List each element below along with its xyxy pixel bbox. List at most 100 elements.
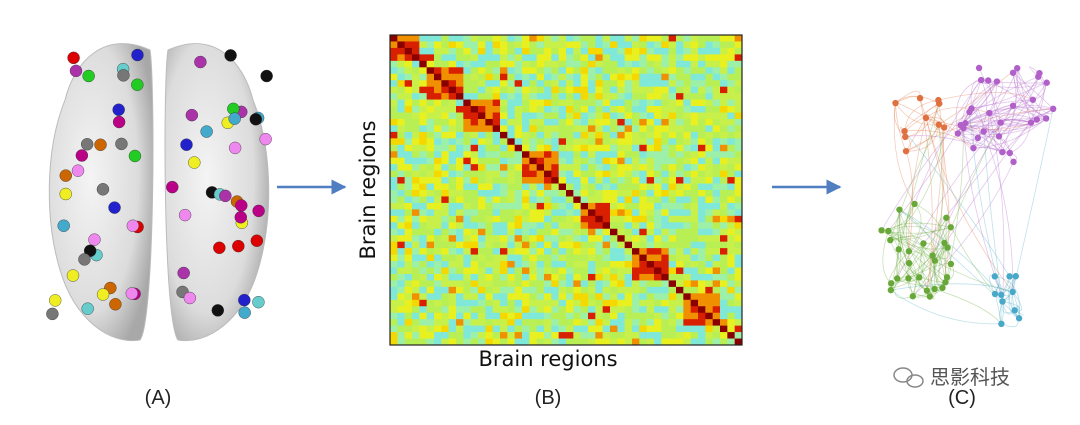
matrix-cell <box>419 254 427 262</box>
matrix-cell <box>610 222 618 230</box>
matrix-cell <box>690 35 699 42</box>
matrix-cell <box>536 86 545 94</box>
matrix-cell <box>617 196 625 204</box>
matrix-cell <box>727 338 735 346</box>
matrix-cell <box>448 319 457 326</box>
matrix-cell <box>639 267 647 275</box>
matrix-cell <box>661 222 669 230</box>
matrix-cell <box>668 273 677 281</box>
matrix-cell <box>661 106 669 113</box>
matrix-cell <box>419 86 427 94</box>
matrix-cell <box>514 228 523 236</box>
matrix-cell <box>595 235 603 242</box>
matrix-cell <box>580 67 589 75</box>
matrix-cell <box>698 202 706 210</box>
matrix-cell <box>463 177 471 184</box>
network-edge <box>881 81 998 231</box>
matrix-cell <box>404 138 413 146</box>
matrix-cell <box>522 267 530 275</box>
network-edge <box>934 288 1002 325</box>
network-node <box>878 227 885 234</box>
matrix-cell <box>485 86 493 94</box>
matrix-cell <box>690 293 699 301</box>
matrix-cell <box>514 73 523 81</box>
matrix-cell <box>448 99 457 107</box>
matrix-cell <box>390 170 398 178</box>
matrix-cell <box>676 131 684 139</box>
matrix-cell <box>566 280 574 288</box>
matrix-cell <box>478 60 486 68</box>
matrix-cell <box>529 86 537 94</box>
matrix-cell <box>595 112 603 120</box>
matrix-cell <box>580 131 589 139</box>
matrix-cell <box>617 261 625 268</box>
matrix-cell <box>734 47 743 55</box>
matrix-cell <box>610 261 618 268</box>
matrix-cell <box>661 228 669 236</box>
matrix-cell <box>690 183 699 191</box>
matrix-cell <box>573 306 581 314</box>
matrix-cell <box>639 177 647 184</box>
network-node <box>931 257 938 264</box>
matrix-cell <box>390 131 398 139</box>
matrix-cell <box>610 60 618 68</box>
matrix-cell <box>522 196 530 204</box>
matrix-cell <box>573 170 581 178</box>
matrix-cell <box>617 286 625 294</box>
matrix-cell <box>595 196 603 204</box>
matrix-cell <box>507 93 515 100</box>
matrix-cell <box>617 254 625 262</box>
matrix-cell <box>624 222 633 230</box>
matrix-cell <box>580 47 589 55</box>
network-edge <box>905 151 914 252</box>
matrix-cell <box>712 170 721 178</box>
network-node <box>975 64 983 72</box>
matrix-cell <box>485 196 493 204</box>
matrix-cell <box>654 93 662 100</box>
matrix-cell <box>514 54 523 62</box>
matrix-cell <box>690 93 699 100</box>
matrix-cell <box>412 248 420 255</box>
matrix-cell <box>463 332 471 339</box>
matrix-cell <box>485 41 493 49</box>
matrix-cell <box>632 99 640 107</box>
matrix-cell <box>566 144 574 152</box>
matrix-cell <box>412 273 420 281</box>
matrix-cell <box>661 144 669 152</box>
matrix-cell <box>668 222 677 230</box>
network-edge <box>934 124 943 261</box>
matrix-cell <box>558 86 567 94</box>
matrix-cell <box>595 54 603 62</box>
matrix-cell <box>646 312 655 320</box>
matrix-cell <box>529 35 537 42</box>
matrix-cell <box>441 99 449 107</box>
matrix-cell <box>500 112 508 120</box>
matrix-cell <box>698 60 706 68</box>
matrix-cell <box>588 177 596 184</box>
matrix-cell <box>668 299 677 307</box>
matrix-cell <box>595 202 603 210</box>
matrix-cell <box>646 170 655 178</box>
matrix-cell <box>507 112 515 120</box>
matrix-cell <box>573 267 581 275</box>
matrix-cell <box>390 144 398 152</box>
matrix-cell <box>690 273 699 281</box>
matrix-cell <box>720 273 728 281</box>
matrix-cell <box>419 202 427 210</box>
matrix-cell <box>610 286 618 294</box>
network-node <box>935 121 942 128</box>
matrix-cell <box>544 209 552 217</box>
matrix-cell <box>624 151 633 159</box>
matrix-cell <box>654 138 662 146</box>
network-edge <box>946 128 964 278</box>
matrix-cell <box>390 261 398 268</box>
matrix-cell <box>514 151 523 159</box>
network-edge <box>888 230 952 265</box>
matrix-cell <box>536 267 545 275</box>
matrix-cell <box>544 183 552 191</box>
matrix-cell <box>610 332 618 339</box>
network-edge <box>925 117 1032 130</box>
matrix-cell <box>602 41 611 49</box>
matrix-cell <box>514 209 523 217</box>
matrix-cell <box>639 106 647 113</box>
